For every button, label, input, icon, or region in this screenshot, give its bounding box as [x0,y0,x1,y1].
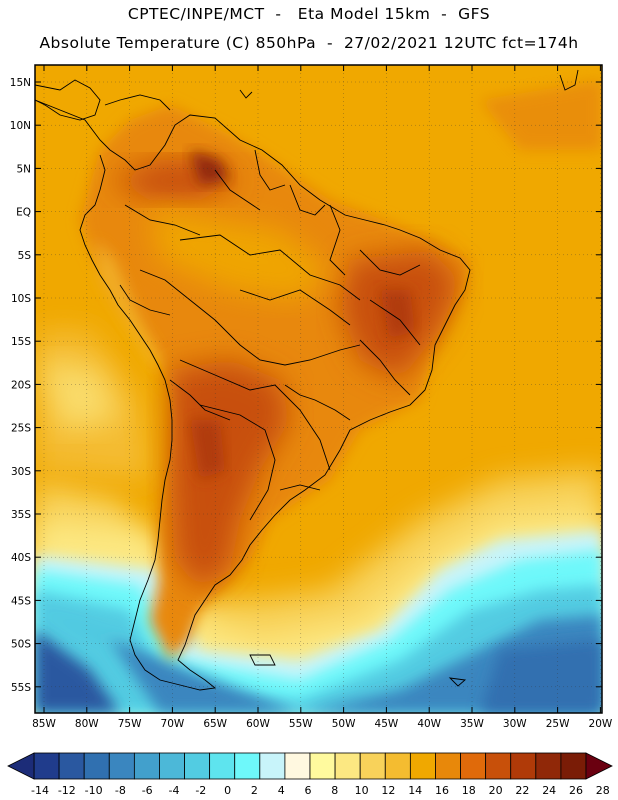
colorbar-swatch [108,752,135,780]
lon-label: 50W [332,718,356,730]
graticule [35,65,602,713]
lon-label: 65W [203,718,227,730]
colorbar-swatch [535,752,562,780]
colorbar-label: 24 [542,784,556,797]
colorbar-label: -8 [115,784,126,797]
chart-title-line2: Absolute Temperature (C) 850hPa - 27/02/… [39,34,579,52]
colorbar-swatch [58,752,85,780]
colorbar-over-arrow [585,752,613,780]
chart-title-line1: CPTEC/INPE/MCT - Eta Model 15km - GFS [127,5,491,23]
colorbar-under-arrow [7,752,35,780]
lon-label: 30W [503,718,527,730]
colorbar-label: 12 [381,784,395,797]
colorbar-swatch [460,752,487,780]
lat-label: 40S [11,552,31,564]
colorbar-label: 4 [278,784,285,797]
colorbar-swatch [284,752,311,780]
colorbar-label: 26 [569,784,583,797]
colorbar-swatch [334,752,361,780]
lat-label: 15S [11,336,31,348]
lat-label: 55S [11,682,31,694]
lon-label: 60W [246,718,270,730]
lat-label: 10S [11,293,31,305]
colorbar-label: 8 [331,784,338,797]
colorbar-swatch [234,752,261,780]
colorbar-label: -12 [58,784,76,797]
colorbar-swatch [133,752,160,780]
lat-label: 30S [11,466,31,478]
colorbar-label: 28 [596,784,610,797]
colorbar-swatch [409,752,436,780]
colorbar-swatch [259,752,286,780]
colorbar-label: 10 [355,784,369,797]
colorbar-label: -2 [195,784,206,797]
colorbar-swatches [33,752,587,780]
lat-label: 5S [18,250,32,262]
colorbar-label: 16 [435,784,449,797]
lon-label: 55W [289,718,313,730]
coastlines-borders [35,69,579,691]
lat-label: 5N [16,163,31,175]
latitude-axis: 15N 10N 5N EQ 5S 10S 15S 20S 25S 30S 35S 40S 45S 50S 5… [10,77,602,694]
colorbar-swatch [485,752,512,780]
colorbar-swatch [384,752,411,780]
lat-label: 25S [11,423,31,435]
lon-label: 80W [75,718,99,730]
lon-label: 35W [460,718,484,730]
colorbar-label: 20 [489,784,503,797]
lat-label: 20S [11,379,31,391]
colorbar-label: 18 [462,784,476,797]
longitude-axis: 85W 80W 75W 70W 65W 60W 55W 50W 45W 40W 35W 30W 25W 2… [32,65,613,730]
colorbar-label: -4 [169,784,180,797]
lat-label: EQ [16,207,31,219]
lat-label: 50S [11,639,31,651]
lat-label: 45S [11,595,31,607]
colorbar-label: 6 [305,784,312,797]
colorbar-swatch [309,752,336,780]
colorbar-swatch [560,752,587,780]
colorbar-swatch [209,752,236,780]
lon-label: 75W [118,718,142,730]
lon-label: 85W [32,718,56,730]
lon-label: 20W [589,718,613,730]
colorbar-labels: -14 -12 -10 -8 -6 -4 -2 0 2 4 6 8 10 12 14 16 18 20 22 24 26… [31,784,610,797]
colorbar-swatch [159,752,185,780]
lon-label: 40W [417,718,441,730]
colorbar-label: 14 [408,784,422,797]
colorbar-label: -14 [31,784,49,797]
colorbar-label: -10 [85,784,103,797]
colorbar-label: 22 [515,784,529,797]
colorbar-label: 2 [251,784,258,797]
map-frame [34,64,603,714]
colorbar-swatch [435,752,461,780]
lat-label: 35S [11,509,31,521]
lat-label: 10N [10,120,31,132]
colorbar-label: -6 [142,784,153,797]
colorbar-swatch [83,752,110,780]
lat-label: 15N [10,77,31,89]
colorbar-swatch [510,752,537,780]
lon-label: 70W [161,718,185,730]
lon-label: 25W [546,718,570,730]
colorbar-swatch [359,752,386,780]
colorbar-swatch [184,752,211,780]
colorbar-swatch [33,752,60,780]
lon-label: 45W [375,718,399,730]
colorbar-label: 0 [224,784,231,797]
